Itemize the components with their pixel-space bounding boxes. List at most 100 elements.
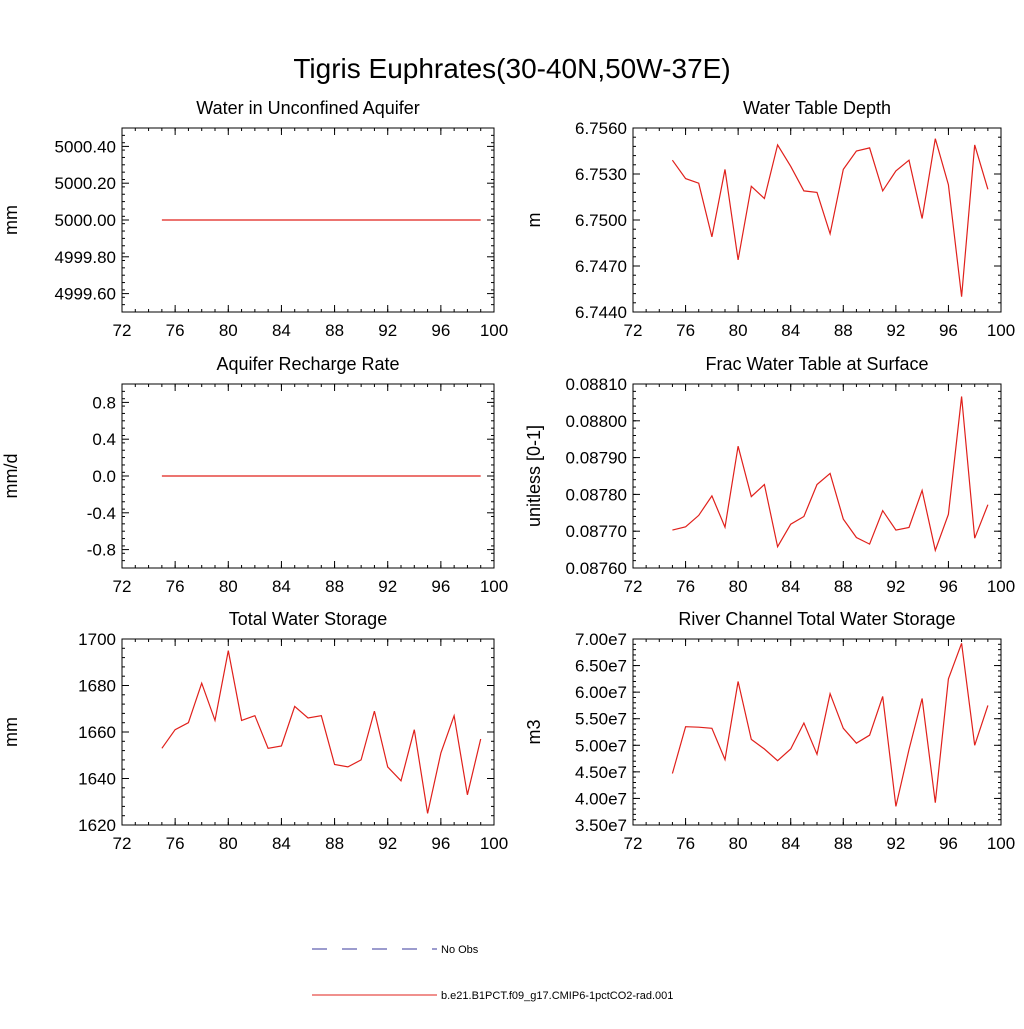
y-tick-label: -0.8 (87, 541, 116, 560)
x-tick-label: 84 (781, 577, 800, 596)
y-tick-label: 4.50e7 (575, 763, 627, 782)
plot-frame (121, 638, 495, 826)
x-tick-label: 76 (166, 834, 185, 853)
x-tick-label: 72 (113, 834, 132, 853)
y-tick-label: 0.08770 (566, 522, 627, 541)
x-tick-label: 84 (272, 321, 291, 340)
legend-label: b.e21.B1PCT.f09_g17.CMIP6-1pctCO2-rad.00… (441, 990, 673, 1002)
y-axis-label: m (524, 213, 544, 228)
x-tick-label: 92 (378, 577, 397, 596)
chart-panel: 72 76 80 84 88 92 96 100 -0.8 -0.4 0.0 0.4 0.8 Aquife… (1, 354, 508, 596)
series-line (672, 396, 989, 553)
x-tick-label: 92 (378, 834, 397, 853)
y-tick-label: 0.08810 (566, 375, 627, 394)
y-tick-label: 6.7530 (575, 165, 627, 184)
x-tick-label: 88 (834, 321, 853, 340)
y-tick-label: 3.50e7 (575, 816, 627, 835)
x-tick-label: 72 (113, 577, 132, 596)
x-tick-label: 76 (676, 834, 695, 853)
y-tick-label: 4.00e7 (575, 789, 627, 808)
x-tick-label: 92 (886, 577, 905, 596)
y-tick-label: -0.4 (87, 504, 116, 523)
x-tick-label: 84 (272, 577, 291, 596)
y-axis-label: mm (1, 717, 21, 747)
x-tick-label: 88 (325, 834, 344, 853)
x-tick-label: 92 (886, 834, 905, 853)
y-tick-label: 5.00e7 (575, 736, 627, 755)
y-tick-label: 1680 (78, 677, 116, 696)
y-axis-label: unitless [0-1] (524, 425, 544, 527)
y-tick-label: 1640 (78, 770, 116, 789)
x-tick-label: 96 (939, 321, 958, 340)
chart-panel: 72 76 80 84 88 92 96 100 0.08760 0.08770 0.08780 0.… (524, 354, 1015, 596)
plot-frame (632, 638, 1002, 826)
x-tick-label: 80 (219, 834, 238, 853)
legend-label: No Obs (441, 944, 479, 956)
chart-panel: 72 76 80 84 88 92 96 100 3.50e7 4.00e7 4.50e7 5.00e… (524, 609, 1015, 853)
y-tick-label: 6.50e7 (575, 657, 627, 676)
x-tick-label: 80 (729, 834, 748, 853)
y-tick-label: 0.08780 (566, 485, 627, 504)
y-tick-label: 6.7470 (575, 257, 627, 276)
x-tick-label: 92 (378, 321, 397, 340)
y-tick-label: 7.00e7 (575, 630, 627, 649)
x-tick-label: 72 (624, 577, 643, 596)
y-tick-label: 6.7440 (575, 303, 627, 322)
plot-frame (632, 127, 1002, 313)
chart-panels: 72 76 80 84 88 92 96 100 4999.60 4999.80 5000.00 50… (1, 98, 1015, 853)
series-line (161, 650, 482, 814)
chart-panel: 72 76 80 84 88 92 96 100 1620 1640 1660 1680 1700 Tot… (1, 609, 508, 853)
y-tick-label: 5000.40 (55, 137, 116, 156)
x-tick-label: 100 (987, 321, 1015, 340)
y-tick-label: 0.08760 (566, 559, 627, 578)
x-tick-label: 88 (325, 577, 344, 596)
x-tick-label: 96 (431, 834, 450, 853)
x-tick-label: 72 (624, 834, 643, 853)
x-tick-label: 80 (729, 577, 748, 596)
x-tick-label: 80 (219, 321, 238, 340)
y-tick-label: 0.8 (92, 393, 116, 412)
plot-frame (632, 383, 1002, 569)
y-tick-label: 0.0 (92, 467, 116, 486)
x-tick-label: 96 (431, 321, 450, 340)
figure-title: Tigris Euphrates(30-40N,50W-37E) (293, 53, 730, 84)
y-tick-label: 6.7500 (575, 211, 627, 230)
panel-title: Water in Unconfined Aquifer (196, 98, 419, 118)
y-axis-label: mm/d (1, 454, 21, 499)
x-tick-label: 100 (480, 577, 508, 596)
panel-title: Frac Water Table at Surface (705, 354, 928, 374)
y-tick-label: 0.08790 (566, 449, 627, 468)
y-tick-label: 6.00e7 (575, 683, 627, 702)
x-tick-label: 80 (729, 321, 748, 340)
chart-panel: 72 76 80 84 88 92 96 100 4999.60 4999.80 5000.00 50… (1, 98, 508, 340)
x-tick-label: 100 (987, 834, 1015, 853)
y-tick-label: 1660 (78, 723, 116, 742)
x-tick-label: 84 (781, 321, 800, 340)
x-tick-label: 88 (325, 321, 344, 340)
legend: No Obs b.e21.B1PCT.f09_g17.CMIP6-1pctCO2-… (312, 944, 673, 1002)
chart-panel: 72 76 80 84 88 92 96 100 6.7440 6.7470 6.7500 6.753… (524, 98, 1015, 340)
x-tick-label: 88 (834, 834, 853, 853)
x-tick-label: 100 (480, 321, 508, 340)
panel-title: River Channel Total Water Storage (678, 609, 955, 629)
series-line (671, 138, 989, 297)
series-line (671, 643, 989, 807)
x-tick-label: 100 (480, 834, 508, 853)
y-axis-label: m3 (524, 719, 544, 744)
x-tick-label: 76 (676, 321, 695, 340)
panel-title: Water Table Depth (743, 98, 891, 118)
x-tick-label: 76 (676, 577, 695, 596)
panel-title: Aquifer Recharge Rate (216, 354, 399, 374)
x-tick-label: 84 (272, 834, 291, 853)
x-tick-label: 76 (166, 577, 185, 596)
y-tick-label: 4999.60 (55, 285, 116, 304)
y-tick-label: 1620 (78, 816, 116, 835)
x-tick-label: 96 (939, 577, 958, 596)
y-tick-label: 0.4 (92, 430, 116, 449)
y-tick-label: 4999.80 (55, 248, 116, 267)
x-tick-label: 76 (166, 321, 185, 340)
x-tick-label: 88 (834, 577, 853, 596)
y-tick-label: 0.08800 (566, 412, 627, 431)
